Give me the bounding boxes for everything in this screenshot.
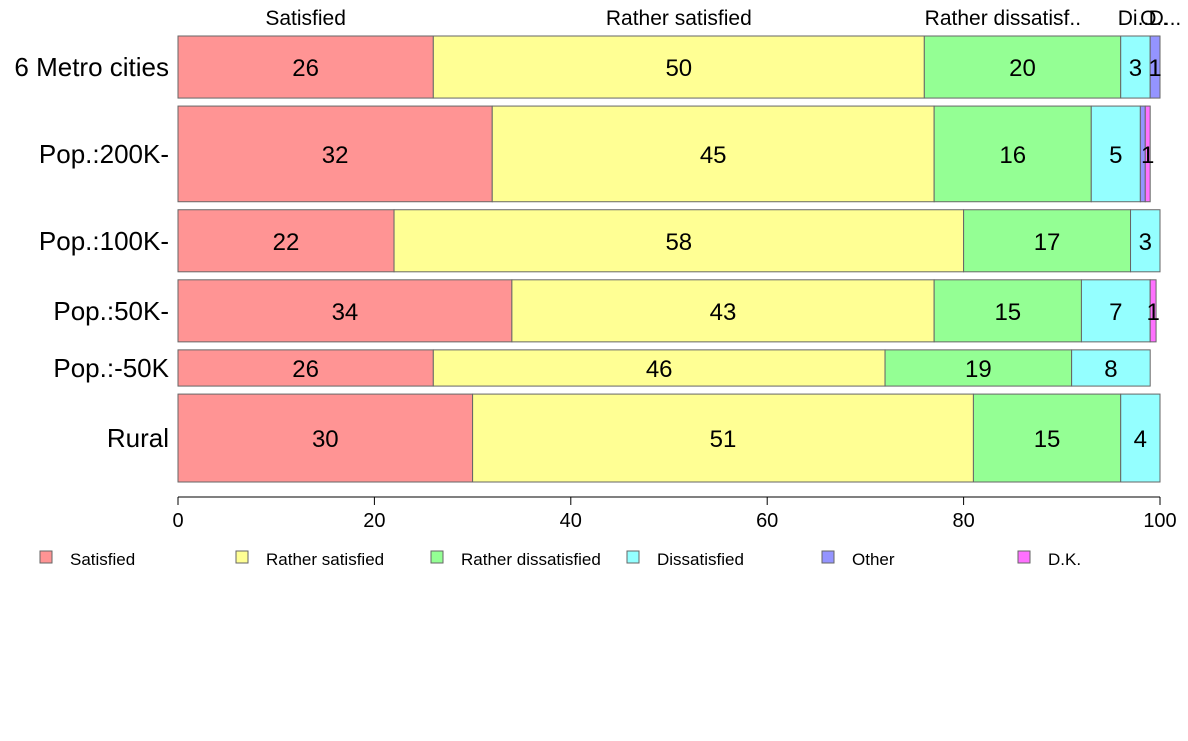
bar-segment: [177, 349, 434, 387]
top-segment-label: Rather satisfied: [606, 7, 752, 30]
bar-segment: [1130, 209, 1161, 273]
legend-label: Rather satisfied: [266, 550, 384, 569]
top-segment-label: O..: [1140, 7, 1168, 30]
bar-segment: [884, 349, 1073, 387]
top-segment-label: Di..: [1118, 7, 1150, 30]
legend-label: D.K.: [1048, 550, 1081, 569]
bar-segment: [177, 279, 513, 343]
category-label: Pop.:50K-: [53, 296, 169, 326]
bar-segment: [1144, 105, 1151, 203]
segment-value-label: 7: [1109, 299, 1122, 326]
bar-segment: [491, 105, 935, 203]
x-tick-label: 100: [1143, 510, 1176, 532]
category-label: Pop.:-50K: [53, 353, 169, 383]
bar-segment: [1071, 349, 1151, 387]
segment-value-label: 32: [322, 142, 349, 169]
legend-label: Dissatisfied: [657, 550, 744, 569]
segment-value-label: 45: [700, 142, 727, 169]
bar-segment: [1090, 105, 1141, 203]
category-label: Pop.:100K-: [39, 226, 169, 256]
segment-value-label: 26: [292, 356, 319, 383]
bar-segment: [933, 279, 1082, 343]
bar-segment: [177, 105, 493, 203]
segment-value-label: 19: [965, 356, 992, 383]
bar-segment: [432, 349, 886, 387]
x-tick-label: 80: [952, 510, 974, 532]
segment-value-label: 1: [1141, 142, 1154, 169]
segment-value-label: 43: [710, 299, 737, 326]
segment-value-label: 4: [1134, 426, 1147, 453]
x-tick-label: 40: [560, 510, 582, 532]
segment-value-label: 1: [1146, 299, 1159, 326]
bar-segment: [432, 35, 925, 99]
segment-value-label: 3: [1139, 229, 1152, 256]
legend-swatch: [430, 550, 444, 564]
legend-swatch: [235, 550, 249, 564]
segment-value-label: 30: [312, 426, 339, 453]
bar-segment: [177, 393, 474, 483]
segment-value-label: 50: [665, 55, 692, 82]
x-tick-label: 20: [363, 510, 385, 532]
segment-value-label: 1: [1148, 55, 1161, 82]
segment-value-label: 46: [646, 356, 673, 383]
category-label: 6 Metro cities: [14, 52, 169, 82]
legend-label: Other: [852, 550, 895, 569]
segment-value-label: 16: [999, 142, 1026, 169]
segment-value-label: 17: [1034, 229, 1061, 256]
bar-segment: [472, 393, 974, 483]
legend-swatch: [39, 550, 53, 564]
legend-swatch: [626, 550, 640, 564]
segment-value-label: 22: [273, 229, 300, 256]
bar-segment: [511, 279, 935, 343]
segment-value-label: 5: [1109, 142, 1122, 169]
bar-segment: [177, 209, 395, 273]
bar-segment: [972, 393, 1122, 483]
top-segment-label: Satisfied: [265, 7, 346, 30]
legend-swatch: [821, 550, 835, 564]
legend-label: Rather dissatisfied: [461, 550, 601, 569]
bar-segment: [1120, 393, 1161, 483]
segment-value-label: 58: [665, 229, 692, 256]
segment-value-label: 15: [1034, 426, 1061, 453]
bar-segment: [933, 105, 1092, 203]
bar-segment: [177, 35, 434, 99]
x-tick-label: 60: [756, 510, 778, 532]
segment-value-label: 3: [1129, 55, 1142, 82]
bar-segment: [393, 209, 965, 273]
x-tick-label: 0: [172, 510, 183, 532]
segment-value-label: 26: [292, 55, 319, 82]
top-segment-label: D...: [1149, 7, 1182, 30]
segment-value-label: 34: [332, 299, 359, 326]
segment-value-label: 20: [1009, 55, 1036, 82]
legend-label: Satisfied: [70, 550, 135, 569]
category-label: Rural: [107, 423, 169, 453]
segment-value-label: 51: [710, 426, 737, 453]
bar-segment: [923, 35, 1122, 99]
bar-segment: [1149, 279, 1157, 343]
segment-value-label: 8: [1104, 356, 1117, 383]
bar-segment: [1080, 279, 1151, 343]
bar-segment: [963, 209, 1132, 273]
category-label: Pop.:200K-: [39, 139, 169, 169]
bar-segment: [1149, 35, 1161, 99]
segment-value-label: 15: [994, 299, 1021, 326]
top-segment-label: Rather dissatisf..: [925, 7, 1081, 30]
legend-swatch: [1017, 550, 1031, 564]
